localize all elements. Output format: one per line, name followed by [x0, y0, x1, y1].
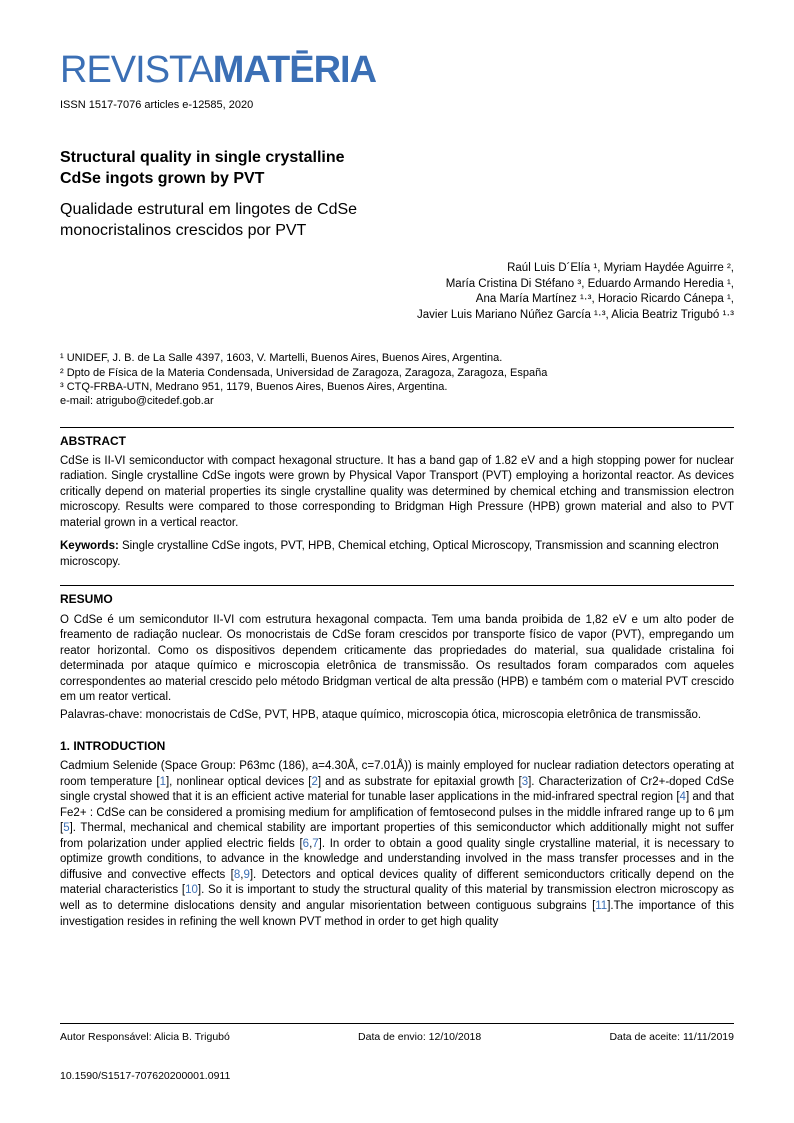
issn-line: ISSN 1517-7076 articles e-12585, 2020	[60, 98, 734, 113]
authors-line4: Javier Luis Mariano Núñez García ¹·³, Al…	[417, 309, 734, 321]
affiliation-3: ³ CTQ-FRBA-UTN, Medrano 951, 1179, Bueno…	[60, 380, 734, 394]
ref-8[interactable]: 8	[234, 869, 240, 881]
keywords-label: Keywords:	[60, 540, 119, 552]
ref-6[interactable]: 6	[303, 838, 309, 850]
footer-author: Autor Responsável: Alicia B. Trigubó	[60, 1030, 230, 1044]
keywords-block: Keywords: Single crystalline CdSe ingots…	[60, 539, 734, 570]
resumo-text: O CdSe é um semicondutor II-VI com estru…	[60, 613, 734, 706]
authors-line2: María Cristina Di Stéfano ³, Eduardo Arm…	[446, 278, 734, 290]
footer-accepted-date: Data de aceite: 11/11/2019	[609, 1030, 734, 1044]
palavras-chave: Palavras-chave: monocristais de CdSe, PV…	[60, 708, 734, 724]
introduction-heading: 1. INTRODUCTION	[60, 738, 734, 754]
introduction-text: Cadmium Selenide (Space Group: P63mc (18…	[60, 759, 734, 930]
intro-p1c: ] and as substrate for epitaxial growth …	[318, 776, 522, 788]
affiliation-1: ¹ UNIDEF, J. B. de La Salle 4397, 1603, …	[60, 351, 734, 365]
ref-10[interactable]: 10	[185, 884, 198, 896]
affiliations-block: ¹ UNIDEF, J. B. de La Salle 4397, 1603, …	[60, 351, 734, 408]
logo-main: MATĒRIA	[213, 49, 376, 91]
footer-sent-date: Data de envio: 12/10/2018	[358, 1030, 481, 1044]
ref-11[interactable]: 11	[595, 900, 607, 912]
page-footer: Autor Responsável: Alicia B. Trigubó Dat…	[60, 1023, 734, 1083]
footer-meta-row: Autor Responsável: Alicia B. Trigubó Dat…	[60, 1023, 734, 1044]
resumo-heading: RESUMO	[60, 585, 734, 607]
authors-block: Raúl Luis D´Elía ¹, Myriam Haydée Aguirr…	[60, 261, 734, 323]
journal-logo: REVISTAMATĒRIA	[60, 45, 734, 96]
abstract-heading: ABSTRACT	[60, 427, 734, 449]
keywords-text: Single crystalline CdSe ingots, PVT, HPB…	[60, 540, 719, 568]
title-pt-line1: Qualidade estrutural em lingotes de CdSe	[60, 201, 357, 218]
title-portuguese: Qualidade estrutural em lingotes de CdSe…	[60, 200, 734, 242]
title-pt-line2: monocristalinos crescidos por PVT	[60, 222, 306, 239]
footer-doi: 10.1590/S1517-707620200001.0911	[60, 1069, 734, 1083]
title-en-line2: CdSe ingots grown by PVT	[60, 170, 264, 187]
intro-p1b: ], nonlinear optical devices [	[166, 776, 312, 788]
affiliation-email: e-mail: atrigubo@citedef.gob.ar	[60, 394, 734, 408]
title-english: Structural quality in single crystalline…	[60, 148, 734, 190]
abstract-text: CdSe is II-VI semiconductor with compact…	[60, 454, 734, 532]
affiliation-2: ² Dpto de Física de la Materia Condensad…	[60, 366, 734, 380]
title-en-line1: Structural quality in single crystalline	[60, 149, 345, 166]
authors-line3: Ana María Martínez ¹·³, Horacio Ricardo …	[476, 293, 734, 305]
logo-prefix: REVISTA	[60, 49, 213, 91]
authors-line1: Raúl Luis D´Elía ¹, Myriam Haydée Aguirr…	[507, 262, 734, 274]
